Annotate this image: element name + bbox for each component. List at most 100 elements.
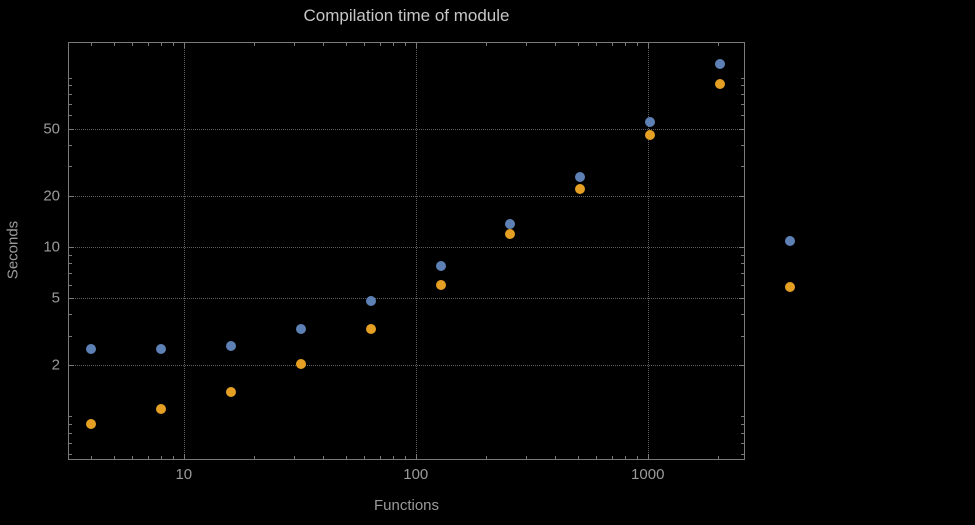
v-gridline [647,43,649,459]
tick-mark [183,454,185,459]
y-tick-label: 20 [43,187,60,205]
data-point-series-2 [226,386,237,397]
tick-mark [741,254,744,256]
tick-mark [739,365,744,367]
tick-mark [113,43,115,46]
tick-mark [364,456,366,459]
tick-mark [69,85,72,87]
data-point-series-1 [575,171,586,182]
tick-mark [132,43,134,46]
plot-frame: 10 100 1000 2 5 10 20 50 [43,42,745,483]
tick-mark [294,456,296,459]
data-point-series-1 [156,343,167,354]
tick-mark [323,456,325,459]
data-point-series-1 [295,323,306,334]
tick-mark [717,43,719,46]
data-point-series-2 [575,183,586,194]
tick-mark [741,424,744,426]
tick-mark [91,43,93,46]
tick-mark [379,456,381,459]
tick-mark [173,43,175,46]
tick-mark [253,456,255,459]
tick-mark [69,416,72,418]
tick-mark [741,77,744,79]
y-tick-label: 5 [51,289,60,307]
tick-mark [415,43,417,48]
legend-marker-2 [785,282,795,292]
tick-mark [147,456,149,459]
tick-mark [345,456,347,459]
tick-mark [647,454,649,459]
tick-mark [741,263,744,265]
tick-mark [69,77,72,79]
tick-mark [717,456,719,459]
tick-mark [69,195,74,197]
tick-mark [69,297,74,299]
data-point-series-2 [714,78,725,89]
y-tick-label: 10 [43,238,60,256]
chart-title: Compilation time of module [303,6,510,25]
tick-mark [625,43,627,46]
tick-mark [741,93,744,95]
v-gridline [415,43,417,459]
tick-mark [393,456,395,459]
tick-mark [741,273,744,275]
tick-mark [741,314,744,316]
tick-mark [485,456,487,459]
tick-mark [69,442,72,444]
data-point-series-1 [714,59,725,70]
x-tick-label: 1000 [631,466,665,483]
tick-mark [739,246,744,248]
tick-mark [647,43,649,48]
tick-mark [69,284,72,286]
tick-mark [113,456,115,459]
tick-mark [69,314,72,316]
tick-mark [596,43,598,46]
tick-mark [555,456,557,459]
tick-mark [69,115,72,117]
tick-mark [739,297,744,299]
tick-mark [161,43,163,46]
tick-mark [132,456,134,459]
tick-mark [415,454,417,459]
tick-mark [741,103,744,105]
data-point-series-2 [156,404,167,415]
tick-mark [637,43,639,46]
tick-mark [741,115,744,117]
tick-mark [741,453,744,455]
x-tick-label: 100 [403,466,429,483]
tick-mark [741,284,744,286]
h-gridline [69,365,744,367]
tick-mark [526,456,528,459]
tick-mark [69,273,72,275]
tick-mark [741,335,744,337]
tick-mark [405,456,407,459]
data-point-series-1 [226,341,237,352]
tick-mark [741,432,744,434]
data-point-series-2 [435,279,446,290]
legend [785,236,795,292]
grid-layer [69,43,744,459]
tick-mark [739,128,744,130]
data-point-series-2 [505,228,516,239]
tick-mark [555,43,557,46]
tick-mark [611,456,613,459]
tick-marks-layer [69,43,744,459]
tick-mark [741,85,744,87]
data-point-series-2 [645,129,656,140]
data-point-series-1 [435,261,446,272]
tick-mark [69,103,72,105]
tick-mark [161,456,163,459]
tick-mark [577,43,579,46]
tick-mark [69,93,72,95]
data-point-series-1 [86,343,97,354]
tick-mark [364,43,366,46]
data-point-series-1 [505,219,516,230]
tick-mark [323,43,325,46]
y-tick-label: 50 [43,120,60,138]
tick-mark [741,166,744,168]
data-point-series-2 [365,323,376,334]
tick-mark [526,43,528,46]
tick-mark [741,144,744,146]
tick-mark [69,263,72,265]
